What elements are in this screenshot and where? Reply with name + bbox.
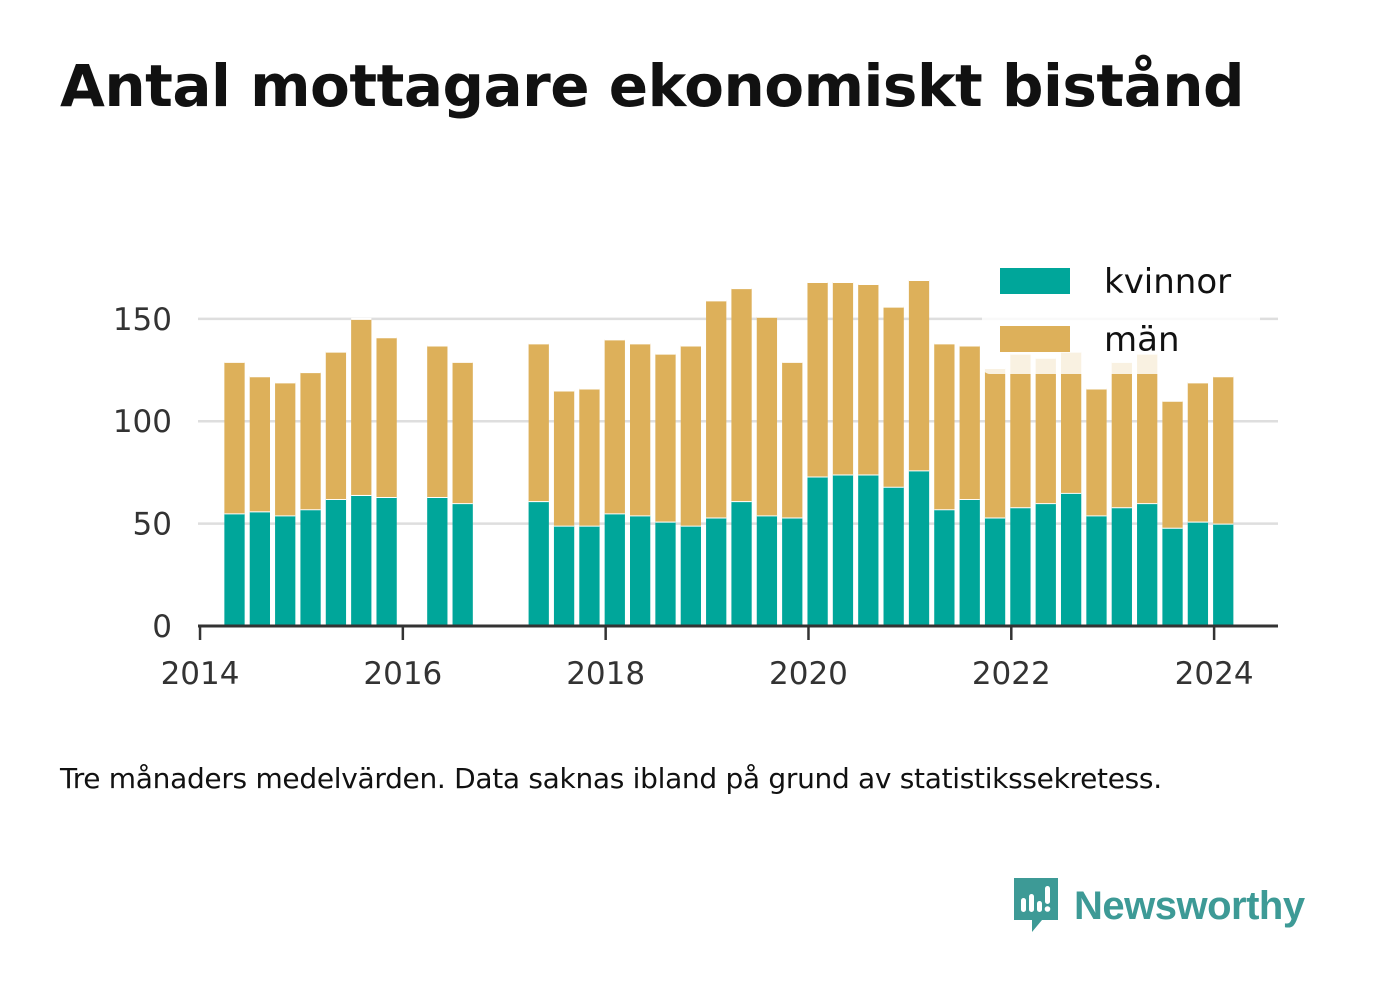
- bar-kvinnor: [249, 511, 270, 626]
- x-axis: 2014 2016 2018 2020 2022 2024: [161, 624, 1278, 692]
- bar-man: [452, 361, 473, 504]
- x-tick-label: 2014: [161, 656, 240, 692]
- bar-man: [1213, 376, 1234, 524]
- y-tick-label: 50: [133, 507, 172, 543]
- bar-kvinnor: [300, 509, 321, 626]
- bar-man: [376, 337, 397, 497]
- y-tick-label: 150: [113, 302, 172, 338]
- bar-kvinnor: [934, 509, 955, 626]
- bar-man: [782, 361, 803, 518]
- bar-kvinnor: [959, 499, 980, 626]
- bar-kvinnor: [604, 513, 625, 626]
- bar-man: [984, 368, 1006, 518]
- bar-man: [1137, 353, 1158, 504]
- bar-man: [1187, 382, 1209, 522]
- bar-kvinnor: [376, 497, 397, 626]
- bar-kvinnor: [680, 525, 701, 626]
- bar-kvinnor: [731, 501, 752, 626]
- bar-kvinnor: [275, 515, 296, 626]
- bar-kvinnor: [325, 499, 347, 626]
- brand-name: Newsworthy: [1074, 883, 1305, 928]
- y-tick-label: 100: [113, 404, 172, 440]
- x-tick-label: 2024: [1175, 656, 1254, 692]
- bar-man: [883, 306, 904, 487]
- bar-kvinnor: [427, 497, 448, 626]
- bar-man: [604, 339, 625, 514]
- bar-man: [553, 390, 575, 526]
- bar-kvinnor: [452, 503, 473, 626]
- bar-man: [832, 282, 854, 475]
- bar-man: [1086, 388, 1107, 516]
- bar-kvinnor: [655, 521, 676, 626]
- bar-kvinnor: [832, 474, 854, 626]
- bar-kvinnor: [858, 474, 879, 626]
- bar-kvinnor: [224, 513, 245, 626]
- bar-kvinnor: [1035, 503, 1056, 626]
- bar-kvinnor: [1060, 492, 1082, 626]
- bar-kvinnor: [908, 470, 930, 626]
- bar-kvinnor: [984, 517, 1006, 626]
- bar-man: [1162, 400, 1183, 528]
- bar-kvinnor: [579, 525, 600, 626]
- legend-swatch: [1000, 326, 1070, 352]
- bar-man: [427, 345, 448, 497]
- bar-man: [1111, 361, 1132, 508]
- x-tick-label: 2018: [566, 656, 645, 692]
- bar-kvinnor: [1137, 503, 1158, 626]
- bar-man: [934, 343, 955, 510]
- footnote: Tre månaders medelvärden. Data saknas ib…: [60, 762, 1162, 795]
- legend-label: män: [1104, 320, 1180, 360]
- bar-man: [325, 351, 347, 500]
- y-axis-labels: 0 50 100 150: [113, 302, 172, 645]
- bar-man: [224, 361, 245, 514]
- bar-kvinnor: [807, 476, 828, 626]
- legend: kvinnor män: [982, 250, 1260, 374]
- bar-man: [528, 343, 549, 502]
- bar-man: [1060, 351, 1082, 493]
- bar-kvinnor: [553, 525, 575, 626]
- bar-kvinnor: [883, 486, 904, 626]
- bar-kvinnor: [630, 515, 651, 626]
- bar-man: [351, 318, 372, 495]
- bar-man: [1035, 357, 1056, 504]
- bar-man: [680, 345, 701, 526]
- bar-kvinnor: [528, 501, 549, 626]
- bar-man: [275, 382, 296, 516]
- brand-logo[interactable]: Newsworthy: [1010, 876, 1305, 936]
- bars: [224, 278, 1234, 626]
- bar-kvinnor: [1213, 523, 1234, 626]
- y-tick-label: 0: [152, 609, 172, 645]
- bar-man: [807, 282, 828, 477]
- bar-man: [249, 376, 270, 512]
- newsworthy-logo-icon: [1014, 878, 1058, 932]
- bar-man: [908, 279, 930, 471]
- bar-man: [1010, 353, 1031, 508]
- x-tick-label: 2020: [769, 656, 848, 692]
- bar-man: [579, 388, 600, 526]
- bar-man: [756, 316, 778, 516]
- bar-man: [300, 372, 321, 510]
- bar-kvinnor: [1111, 507, 1132, 626]
- chart-title: Antal mottagare ekonomiskt bistånd: [60, 52, 1245, 120]
- bar-man: [959, 345, 980, 500]
- bar-kvinnor: [706, 517, 727, 626]
- bar-man: [706, 300, 727, 518]
- x-tick-label: 2022: [972, 656, 1051, 692]
- bar-man: [731, 288, 752, 502]
- x-tick-label: 2016: [363, 656, 442, 692]
- legend-swatch: [1000, 268, 1070, 294]
- legend-label: kvinnor: [1104, 262, 1231, 302]
- bar-man: [858, 284, 879, 475]
- bar-kvinnor: [1187, 521, 1209, 626]
- bar-kvinnor: [1086, 515, 1107, 626]
- bar-kvinnor: [1010, 507, 1031, 626]
- bar-kvinnor: [1162, 527, 1183, 626]
- bar-kvinnor: [756, 515, 778, 626]
- bar-man: [630, 343, 651, 516]
- bar-kvinnor: [351, 494, 372, 626]
- bar-kvinnor: [782, 517, 803, 626]
- bar-man: [655, 353, 676, 522]
